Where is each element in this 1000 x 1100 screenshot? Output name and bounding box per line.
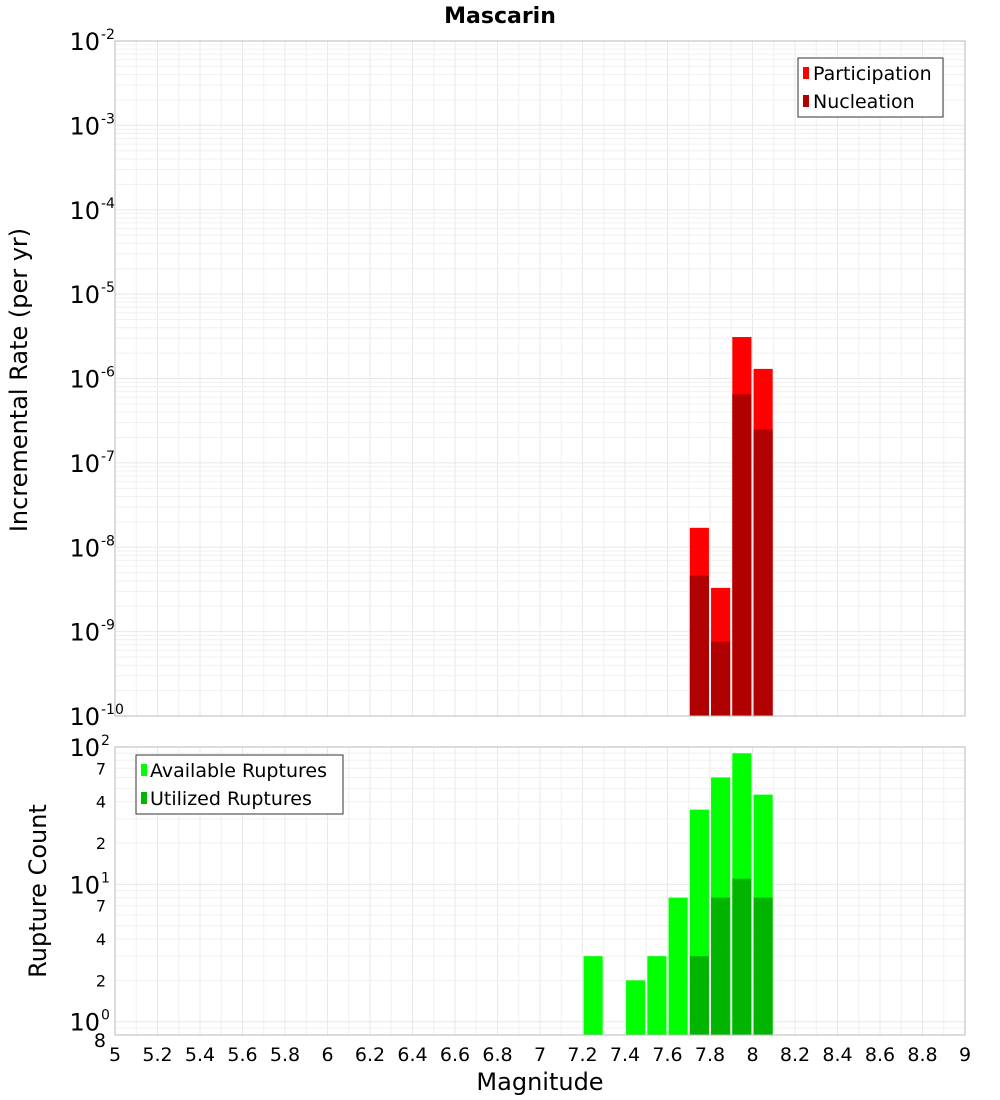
legend-swatch-utilized [141, 792, 147, 804]
x-tick-label: 5 [109, 1044, 121, 1066]
bottom-y-axis-title: Rupture Count [24, 804, 52, 978]
legend-label-available-ruptures: Available Ruptures [150, 760, 327, 782]
top-y-tick-base: 10 [69, 619, 100, 647]
bottom-y-tick-exponent: 0 [101, 1008, 110, 1024]
x-tick-label: 5.6 [227, 1044, 257, 1066]
top-y-tick-base: 10 [69, 197, 100, 225]
top-y-tick-exponent: -5 [101, 280, 115, 296]
x-tick-label: 5.4 [185, 1044, 215, 1066]
top-y-tick-exponent: -7 [101, 449, 115, 465]
top-y-tick-base: 10 [69, 534, 100, 562]
x-tick-label: 5.2 [142, 1044, 172, 1066]
top-y-tick-base: 10 [69, 366, 100, 394]
x-tick-label: 8.8 [907, 1044, 937, 1066]
legend-label-participation: Participation [813, 63, 932, 85]
x-tick-label: 8.6 [865, 1044, 895, 1066]
x-tick-label: 6.2 [355, 1044, 385, 1066]
legend-label-nucleation: Nucleation [813, 91, 915, 113]
x-tick-label: 6.8 [482, 1044, 512, 1066]
bottom-y-minor-tick: 2 [96, 834, 106, 853]
bottom-y-tick-exponent: 2 [101, 733, 110, 749]
x-tick-label: 7.2 [567, 1044, 597, 1066]
x-tick-label: 6.6 [440, 1044, 470, 1066]
x-axis-title: Magnitude [476, 1068, 603, 1096]
bottom-y-minor-tick: 8 [94, 1030, 106, 1052]
bar-nucleation-8.05 [753, 429, 773, 716]
top-legend-box [797, 57, 944, 118]
top-y-tick-exponent: -9 [101, 618, 115, 634]
bottom-y-minor-tick: 2 [96, 971, 106, 990]
top-y-axis-title: Incremental Rate (per yr) [5, 228, 33, 532]
x-tick-label: 7.4 [610, 1044, 640, 1066]
bar-utilized-ruptures-7.95 [732, 878, 752, 1035]
bottom-y-tick-base: 10 [69, 734, 100, 762]
bottom-y-minor-tick: 4 [96, 793, 106, 812]
legend-label-utilized-ruptures: Utilized Ruptures [150, 788, 312, 810]
bottom-bars [583, 753, 773, 1035]
top-y-tick-exponent: -6 [101, 365, 115, 381]
top-y-tick-base: 10 [69, 281, 100, 309]
x-tick-label: 6.4 [397, 1044, 427, 1066]
bar-utilized-ruptures-7.75 [689, 956, 709, 1035]
x-tick-label: 6 [321, 1044, 333, 1066]
bottom-legend-box [135, 754, 344, 815]
x-tick-label: 5.8 [270, 1044, 300, 1066]
top-grid [114, 41, 966, 717]
top-y-tick-base: 10 [69, 112, 100, 140]
x-tick-label: 7.6 [652, 1044, 682, 1066]
bar-nucleation-7.85 [711, 641, 731, 716]
bottom-y-tick-base: 10 [69, 1009, 100, 1037]
bar-available-ruptures-7.55 [647, 956, 667, 1035]
x-tick-label: 7 [534, 1044, 546, 1066]
legend-swatch-nucleation [803, 95, 809, 107]
bottom-y-minor-tick: 4 [96, 930, 106, 949]
x-tick-label: 9 [959, 1044, 971, 1066]
bottom-y-minor-tick: 7 [96, 759, 106, 778]
x-tick-label: 8 [746, 1044, 758, 1066]
bottom-y-tick-base: 10 [69, 871, 100, 899]
x-tick-label: 7.8 [695, 1044, 725, 1066]
top-y-tick-exponent: -8 [101, 533, 115, 549]
bottom-legend: Available Ruptures Utilized Ruptures [135, 754, 344, 815]
top-y-tick-exponent: -3 [101, 111, 115, 127]
top-y-tick-base: 10 [69, 28, 100, 56]
top-plot-frame [114, 40, 966, 717]
bar-nucleation-7.75 [689, 575, 709, 716]
chart-title: Mascarin [444, 4, 556, 29]
legend-swatch-available [141, 764, 147, 776]
bar-available-ruptures-7.25 [583, 956, 603, 1035]
x-tick-label: 8.4 [822, 1044, 852, 1066]
bar-nucleation-7.95 [732, 394, 752, 716]
bar-available-ruptures-7.45 [626, 980, 646, 1035]
top-legend: Participation Nucleation [797, 57, 944, 118]
bottom-y-tick-exponent: 1 [101, 870, 110, 886]
x-tick-label: 8.2 [780, 1044, 810, 1066]
top-y-tick-exponent: -4 [101, 196, 115, 212]
bar-utilized-ruptures-7.85 [711, 897, 731, 1035]
bar-utilized-ruptures-8.05 [753, 897, 773, 1035]
top-y-tick-exponent: -2 [101, 27, 115, 43]
top-y-tick-exponent: -10 [101, 702, 124, 718]
bar-available-ruptures-7.65 [668, 897, 688, 1035]
bottom-y-minor-tick: 7 [96, 897, 106, 916]
x-tick-labels: 5 5.2 5.4 5.6 5.8 6 6.2 6.4 6.6 6.8 7 7.2 7.4 7.6 7.8 8… [109, 1044, 971, 1066]
top-y-tick-base: 10 [69, 703, 100, 731]
bottom-plot-frame [114, 746, 966, 1036]
legend-swatch-participation [803, 67, 809, 79]
top-y-tick-base: 10 [69, 450, 100, 478]
top-bars [689, 337, 773, 716]
